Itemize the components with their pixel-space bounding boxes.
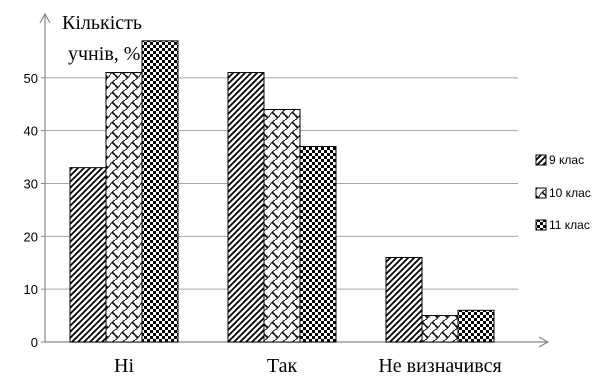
y-tick-label: 0: [31, 335, 38, 350]
bar: [385, 256, 423, 343]
bar: [141, 40, 179, 343]
y-tick-label: 50: [24, 71, 38, 86]
x-tick-labels: Ні Так Не визначився: [114, 355, 502, 377]
legend-swatch: [535, 219, 547, 231]
x-tick-label: Ні: [114, 355, 134, 377]
bar: [457, 309, 495, 343]
legend-label: 11 клас: [549, 218, 590, 232]
legend-label: 10 клас: [549, 186, 591, 200]
bars: [69, 40, 495, 343]
y-axis-label-line-2: учнів, %: [68, 43, 140, 65]
y-tick-labels: 0 10 20 30 40 50: [24, 71, 38, 350]
legend: 9 клас 10 клас 11 клас: [535, 153, 591, 232]
y-axis-arrow: [39, 12, 51, 24]
bar: [69, 167, 107, 343]
bar: [263, 109, 301, 343]
y-tick-label: 40: [24, 124, 38, 139]
x-axis-arrow: [538, 336, 550, 348]
bar: [227, 72, 265, 343]
bar: [299, 146, 337, 343]
bar: [421, 315, 459, 343]
legend-label: 9 клас: [549, 153, 584, 167]
x-tick-label: Не визначився: [378, 355, 501, 377]
bar: [105, 72, 143, 343]
y-tick-label: 10: [24, 282, 38, 297]
y-tick-label: 30: [24, 177, 38, 192]
legend-swatch: [535, 187, 547, 199]
legend-swatch: [535, 154, 547, 166]
y-axis-label-line-1: Кількість: [62, 12, 142, 34]
y-tick-label: 20: [24, 229, 38, 244]
x-tick-label: Так: [267, 355, 298, 377]
